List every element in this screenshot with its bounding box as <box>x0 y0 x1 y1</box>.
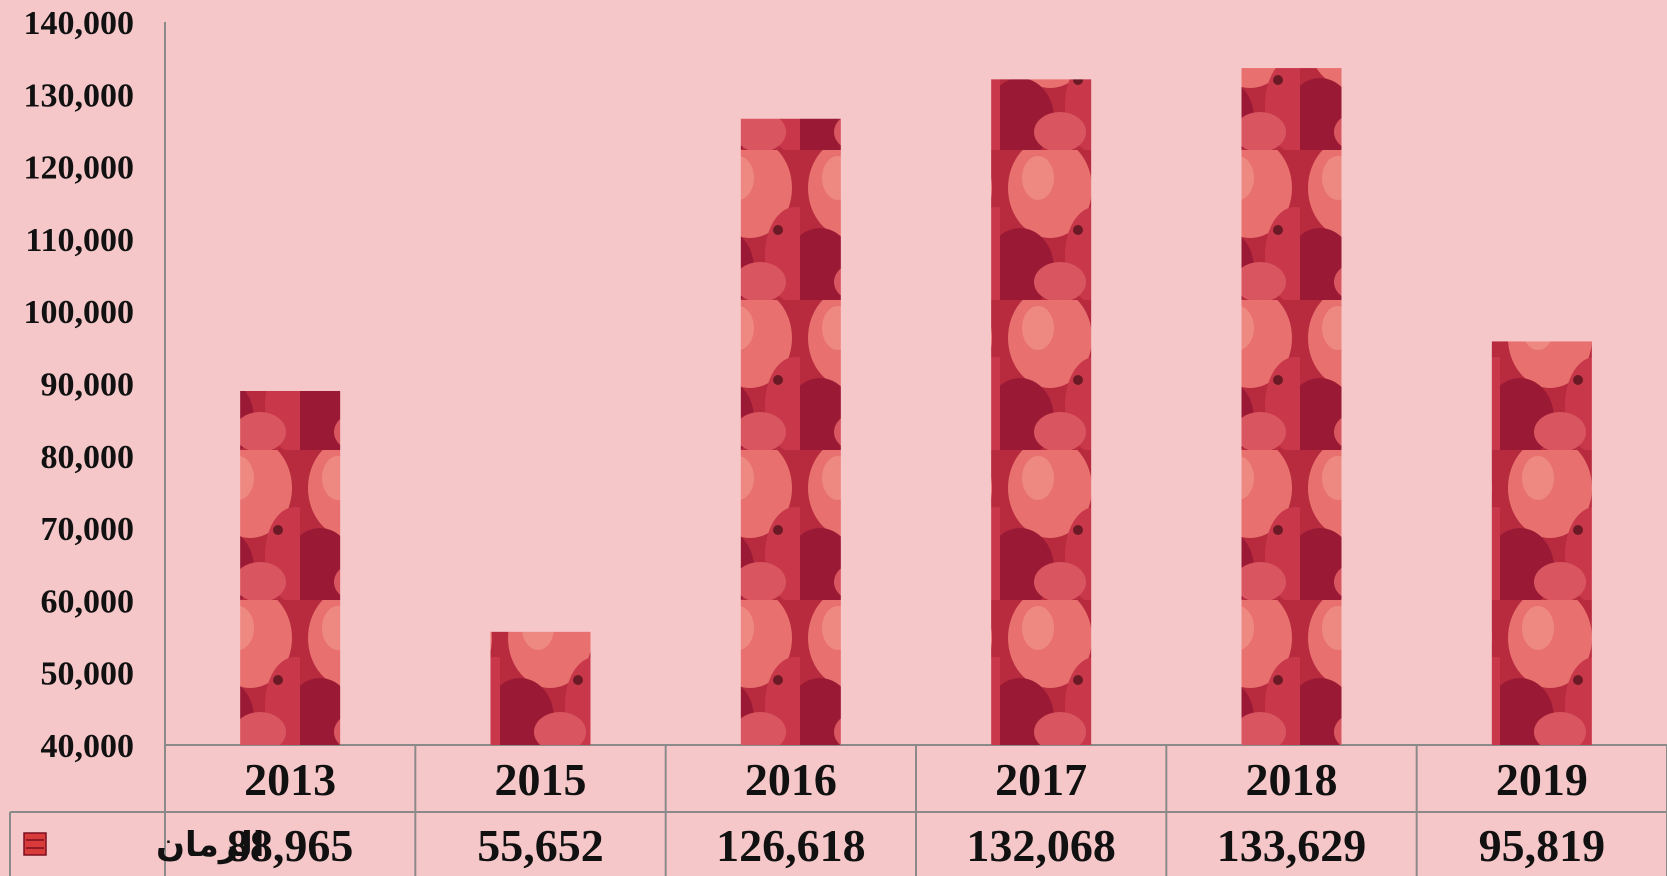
value-label: 88,965 <box>227 820 354 871</box>
y-tick-label: 40,000 <box>41 728 135 765</box>
bars <box>240 68 1592 746</box>
value-label: 126,618 <box>716 820 866 871</box>
bar-2017 <box>991 79 1092 745</box>
category-label: 2019 <box>1496 754 1588 805</box>
bar-2013 <box>240 390 341 745</box>
value-labels: 88,965 55,652 126,618 132,068 133,629 95,819 <box>227 820 1605 871</box>
value-label: 55,652 <box>477 820 604 871</box>
y-tick-label: 120,000 <box>24 150 135 187</box>
y-axis-ticks: 40,000 50,000 60,000 70,000 80,000 90,000 100,… <box>24 5 135 765</box>
bar-2019 <box>1491 341 1592 745</box>
category-label: 2017 <box>995 754 1087 805</box>
legend-key-icon <box>23 832 47 856</box>
y-tick-label: 100,000 <box>24 294 135 331</box>
category-labels: 2013 2015 2016 2017 2018 2019 <box>244 754 1588 805</box>
category-label: 2016 <box>745 754 837 805</box>
y-tick-label: 140,000 <box>24 5 135 42</box>
y-tick-label: 60,000 <box>41 583 135 620</box>
y-tick-label: 90,000 <box>41 367 135 404</box>
y-tick-label: 50,000 <box>41 656 135 693</box>
legend-series-name: الرمان <box>156 825 264 865</box>
bar-2015 <box>490 631 591 745</box>
y-tick-label: 80,000 <box>41 439 135 476</box>
value-label: 132,068 <box>966 820 1116 871</box>
bar-2016 <box>740 118 841 746</box>
category-label: 2013 <box>244 754 336 805</box>
y-tick-label: 130,000 <box>24 77 135 114</box>
bar-2018 <box>1241 68 1342 746</box>
category-label: 2018 <box>1246 754 1338 805</box>
data-table-grid <box>9 744 1667 876</box>
y-tick-label: 70,000 <box>41 511 135 548</box>
y-tick-label: 110,000 <box>25 222 134 259</box>
value-label: 133,629 <box>1217 820 1367 871</box>
value-label: 95,819 <box>1479 820 1606 871</box>
category-label: 2015 <box>495 754 587 805</box>
legend: الرمان <box>23 825 264 865</box>
